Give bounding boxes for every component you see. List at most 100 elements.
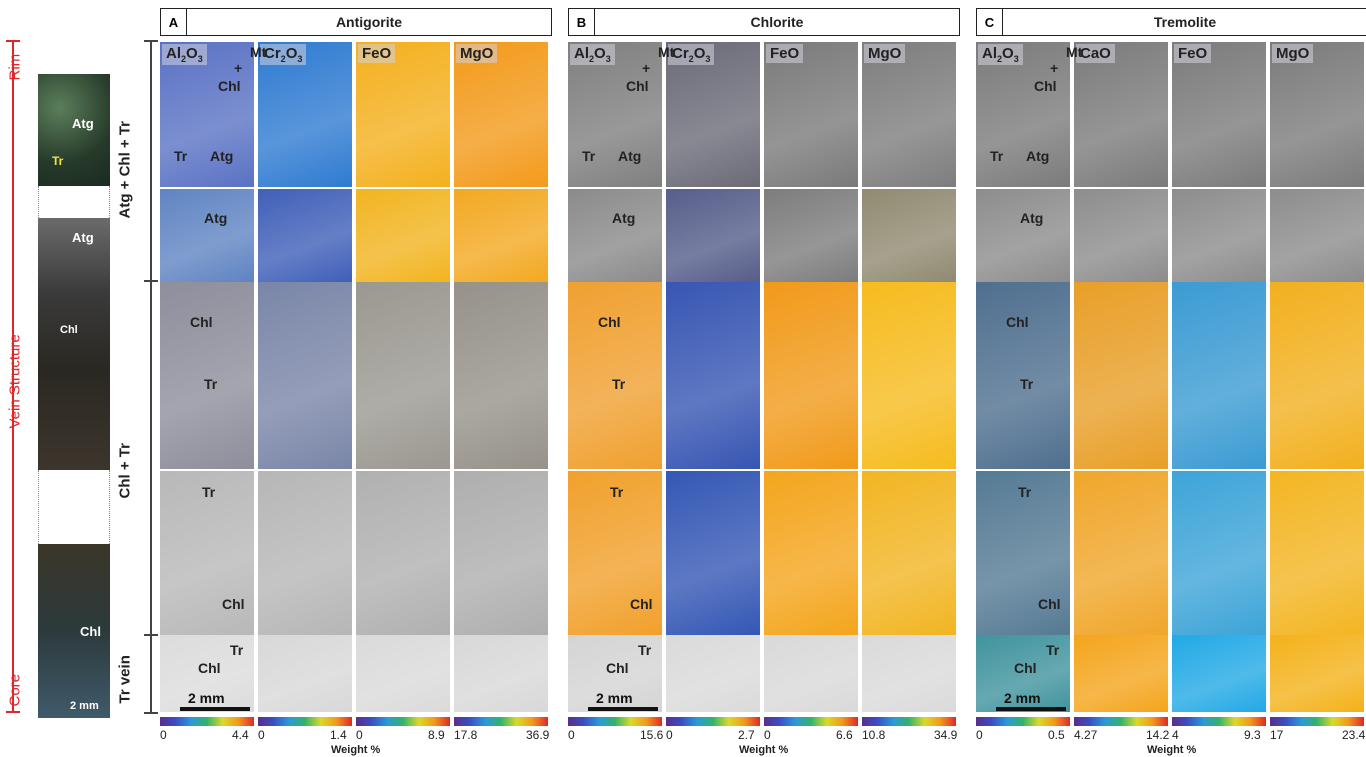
map-a-1: Al2O3 xyxy=(160,42,254,712)
mineral-label-chl: Chl xyxy=(630,596,653,612)
mineral-label-tr: Tr xyxy=(582,148,596,164)
colorbar-min-label: 17 xyxy=(1270,728,1284,742)
weight-percent-label: Weight % xyxy=(739,744,789,756)
colorbar xyxy=(1270,717,1364,726)
zone-tick-3 xyxy=(144,634,158,636)
map-element-label: FeO xyxy=(1174,44,1212,63)
map-boundary xyxy=(976,187,1070,189)
map-zone xyxy=(976,635,1070,712)
zone-label-upper: Atg + Chl + Tr xyxy=(116,120,134,219)
rim-label: Rim xyxy=(6,53,24,81)
mineral-label-tr: Tr xyxy=(1018,484,1032,500)
colorbar xyxy=(976,717,1070,726)
colorbar-max-label: 6.6 xyxy=(836,728,853,742)
mineral-label-tr: Tr xyxy=(990,148,1004,164)
scale-bar xyxy=(180,707,250,711)
map-zone xyxy=(862,282,956,469)
map-boundary xyxy=(160,469,254,471)
map-boundary xyxy=(1172,469,1266,471)
mineral-label-tr: Tr xyxy=(1046,642,1060,658)
map-zone xyxy=(1270,187,1364,282)
colorbar-min-label: 0 xyxy=(976,728,983,742)
map-zone xyxy=(666,282,760,469)
map-zone xyxy=(356,282,450,469)
colorbar-min-label: 0 xyxy=(666,728,673,742)
map-zone xyxy=(1270,282,1364,469)
map-zone xyxy=(764,635,858,712)
scale-bar-label: 2 mm xyxy=(596,690,633,706)
mineral-label-mt: Mt xyxy=(658,44,675,60)
scale-bar xyxy=(996,707,1066,711)
mineral-label-atg: Atg xyxy=(1026,148,1050,164)
mineral-label-tr: Tr xyxy=(174,148,188,164)
colorbar xyxy=(666,717,760,726)
colorbar xyxy=(1074,717,1168,726)
core-label: Core xyxy=(6,673,24,707)
mineral-label-mt: Mt xyxy=(250,44,267,60)
colorbar-min-label: 10.8 xyxy=(862,728,886,742)
colorbar xyxy=(764,717,858,726)
colorbar-max-label: 0.5 xyxy=(1048,728,1065,742)
colorbar-max-label: 9.3 xyxy=(1244,728,1261,742)
map-boundary xyxy=(356,469,450,471)
map-b-3: FeO xyxy=(764,42,858,712)
map-zone xyxy=(862,187,956,282)
map-boundary xyxy=(976,469,1070,471)
map-zone xyxy=(764,42,858,187)
panel-header-c: C Tremolite xyxy=(976,8,1366,36)
map-b-1: Al2O3 xyxy=(568,42,662,712)
mineral-label-atg: Atg xyxy=(1020,210,1044,226)
map-boundary xyxy=(666,187,760,189)
colorbar-max-label: 1.4 xyxy=(330,728,347,742)
map-zone xyxy=(160,282,254,469)
weight-percent-label: Weight % xyxy=(1147,744,1197,756)
mineral-label-tr: Tr xyxy=(202,484,216,500)
map-element-label: FeO xyxy=(358,44,396,63)
mineral-label-mt: Mt xyxy=(1066,44,1083,60)
colorbar xyxy=(454,717,548,726)
map-zone xyxy=(160,635,254,712)
map-zone xyxy=(356,42,450,187)
map-zone xyxy=(666,469,760,635)
thumbnail-top xyxy=(38,74,110,186)
zone-tick-2 xyxy=(144,280,158,282)
zone-tick-1 xyxy=(144,40,158,42)
colorbar-max-label: 14.2 xyxy=(1146,728,1170,742)
map-boundary xyxy=(1074,469,1168,471)
map-zone xyxy=(454,42,548,187)
thumb-label-atg-2: Atg xyxy=(72,230,94,245)
map-zone xyxy=(1172,187,1266,282)
map-zone xyxy=(1172,42,1266,187)
map-c-3: FeO xyxy=(1172,42,1266,712)
map-boundary xyxy=(1270,469,1364,471)
map-boundary xyxy=(454,469,548,471)
colorbar-min-label: 0 xyxy=(160,728,167,742)
colorbar-max-label: 23.4 xyxy=(1342,728,1366,742)
thumbnail-gap-2 xyxy=(38,470,110,544)
thumbnail-middle xyxy=(38,218,110,470)
mineral-label-atg: Atg xyxy=(612,210,636,226)
mineral-label-atg: Atg xyxy=(210,148,234,164)
colorbar-min-label: 4.27 xyxy=(1074,728,1098,742)
panel-header-b: B Chlorite xyxy=(568,8,960,36)
thumb-label-tr: Tr xyxy=(52,154,64,168)
mineral-label-chl: Chl xyxy=(222,596,245,612)
panel-letter: A xyxy=(161,9,187,35)
map-zone xyxy=(454,635,548,712)
map-c-2: CaO xyxy=(1074,42,1168,712)
map-boundary xyxy=(454,187,548,189)
thumb-scale-label: 2 mm xyxy=(70,700,99,712)
zone-tick-4 xyxy=(144,712,158,714)
map-boundary xyxy=(862,469,956,471)
colorbar-max-label: 8.9 xyxy=(428,728,445,742)
map-boundary xyxy=(356,187,450,189)
mineral-label-tr: Tr xyxy=(230,642,244,658)
map-element-label: Al2O3 xyxy=(162,44,207,65)
map-c-4: MgO xyxy=(1270,42,1364,712)
map-zone xyxy=(454,469,548,635)
mineral-label-tr: Tr xyxy=(638,642,652,658)
vein-structure-label: Vein Structure xyxy=(6,334,24,429)
thumb-label-chl-2: Chl xyxy=(80,624,101,639)
mineral-label-tr: Tr xyxy=(204,376,218,392)
map-zone xyxy=(1172,282,1266,469)
